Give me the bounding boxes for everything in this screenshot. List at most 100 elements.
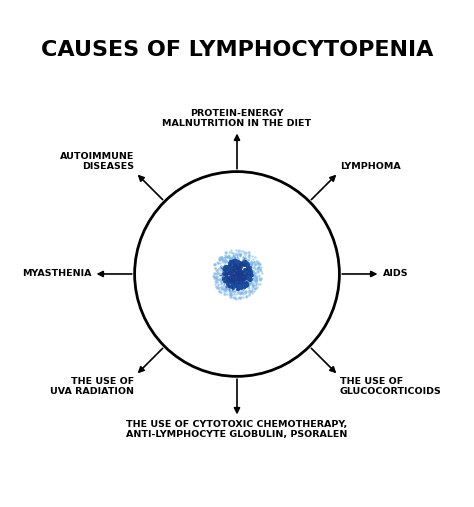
Point: [228, 284, 236, 292]
Point: [220, 275, 228, 283]
Point: [219, 256, 227, 264]
Point: [243, 260, 250, 268]
Point: [226, 260, 233, 268]
Point: [240, 256, 248, 264]
Point: [224, 274, 232, 282]
Point: [230, 257, 237, 265]
Point: [224, 265, 232, 273]
Point: [244, 268, 252, 276]
Point: [237, 250, 245, 259]
Point: [248, 281, 255, 289]
Point: [239, 271, 247, 279]
Point: [248, 267, 256, 275]
Point: [227, 283, 235, 291]
Point: [239, 275, 246, 283]
Point: [226, 269, 234, 277]
Point: [219, 270, 227, 278]
Point: [231, 266, 238, 274]
Point: [227, 269, 234, 277]
Point: [230, 290, 238, 298]
Point: [237, 275, 245, 283]
Point: [244, 273, 251, 281]
Point: [228, 285, 236, 294]
Point: [248, 287, 256, 295]
Point: [225, 259, 232, 267]
Point: [239, 280, 247, 288]
Point: [216, 266, 224, 274]
Point: [244, 269, 251, 277]
Point: [226, 263, 233, 271]
Point: [221, 258, 228, 266]
Point: [244, 268, 251, 276]
Point: [240, 283, 247, 292]
Point: [221, 285, 228, 294]
Point: [209, 272, 217, 280]
Point: [234, 257, 242, 265]
Point: [232, 290, 240, 298]
Point: [242, 249, 250, 258]
Point: [249, 281, 256, 289]
Point: [247, 262, 255, 270]
Point: [236, 249, 244, 258]
Point: [246, 288, 254, 296]
Point: [217, 271, 224, 279]
Point: [242, 279, 249, 287]
Point: [255, 259, 263, 267]
Point: [230, 254, 238, 262]
Point: [252, 276, 260, 284]
Point: [246, 265, 254, 273]
Point: [226, 281, 233, 289]
Point: [249, 263, 257, 271]
Point: [249, 282, 256, 291]
Point: [237, 285, 245, 293]
Point: [250, 269, 257, 277]
Point: [246, 288, 253, 296]
Point: [219, 279, 227, 287]
Point: [228, 271, 235, 279]
Point: [214, 259, 221, 267]
Point: [217, 288, 224, 297]
Point: [236, 271, 244, 279]
Point: [230, 260, 238, 268]
Point: [240, 248, 248, 257]
Point: [240, 260, 247, 268]
Point: [224, 262, 231, 270]
Point: [250, 287, 257, 296]
Point: [217, 262, 225, 270]
Point: [212, 260, 219, 268]
Point: [252, 284, 260, 293]
Point: [223, 253, 230, 261]
Point: [251, 281, 259, 289]
Point: [213, 269, 220, 277]
Point: [225, 269, 232, 277]
Point: [228, 254, 236, 262]
Point: [241, 265, 249, 273]
Point: [229, 262, 237, 270]
Point: [221, 259, 229, 267]
Point: [228, 248, 236, 257]
Point: [224, 269, 231, 277]
Point: [246, 249, 253, 258]
Point: [222, 248, 229, 257]
Point: [226, 287, 233, 295]
Point: [256, 275, 264, 283]
Point: [238, 261, 246, 269]
Point: [247, 269, 255, 277]
Point: [219, 255, 226, 263]
Point: [220, 263, 228, 271]
Point: [254, 267, 261, 275]
Point: [232, 261, 240, 269]
Point: [255, 259, 262, 267]
Point: [219, 272, 227, 280]
Point: [226, 293, 234, 301]
Point: [214, 265, 222, 273]
Point: [220, 256, 228, 264]
Point: [229, 293, 237, 301]
Point: [238, 277, 246, 285]
Point: [234, 265, 242, 273]
Point: [253, 276, 261, 284]
Point: [238, 288, 246, 297]
Point: [221, 253, 228, 261]
Point: [230, 251, 237, 259]
Point: [247, 277, 255, 285]
